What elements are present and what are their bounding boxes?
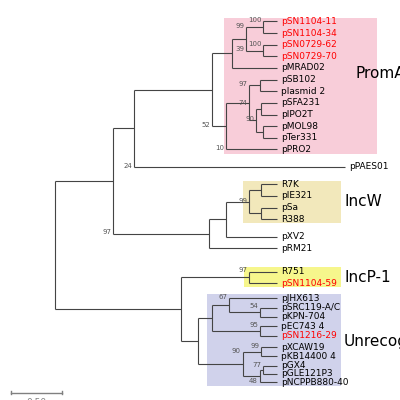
Text: pGLE121P3: pGLE121P3	[281, 369, 332, 378]
Text: pPRO2: pPRO2	[281, 145, 311, 154]
Text: 52: 52	[202, 122, 210, 128]
Text: 99: 99	[235, 23, 244, 29]
Text: pSN1104-59: pSN1104-59	[281, 279, 337, 288]
Text: PromA: PromA	[355, 66, 400, 81]
Text: 48: 48	[249, 378, 258, 384]
Text: 100: 100	[248, 17, 261, 23]
Text: pIE321: pIE321	[281, 192, 312, 200]
Text: 0.50: 0.50	[26, 398, 46, 400]
Bar	[244, 268, 342, 287]
Text: 99: 99	[251, 343, 260, 349]
Text: 97: 97	[102, 229, 111, 235]
Text: pSN1104-11: pSN1104-11	[281, 17, 337, 26]
Text: 77: 77	[252, 362, 261, 368]
Text: pXCAW19: pXCAW19	[281, 343, 324, 352]
Text: pSN0729-70: pSN0729-70	[281, 52, 337, 61]
Text: pMRAD02: pMRAD02	[281, 64, 324, 72]
Text: 100: 100	[248, 40, 261, 46]
Text: pSN0729-62: pSN0729-62	[281, 40, 336, 49]
Text: 74: 74	[239, 100, 248, 106]
Text: IncP-1: IncP-1	[345, 270, 392, 285]
Text: pSB102: pSB102	[281, 75, 316, 84]
Text: pNCPPB880-40: pNCPPB880-40	[281, 378, 348, 386]
Text: pEC743 4: pEC743 4	[281, 322, 324, 331]
Text: pSRC119-A/C: pSRC119-A/C	[281, 303, 340, 312]
Text: pSN1216-29: pSN1216-29	[281, 331, 336, 340]
Text: 54: 54	[249, 304, 258, 310]
Text: R7K: R7K	[281, 180, 299, 189]
Text: pXV2: pXV2	[281, 232, 304, 241]
Text: 90: 90	[246, 116, 254, 122]
Text: pSa: pSa	[281, 203, 298, 212]
Text: pIPO2T: pIPO2T	[281, 110, 312, 119]
Text: pSN1104-34: pSN1104-34	[281, 28, 336, 38]
Text: Unrecognized: Unrecognized	[343, 334, 400, 349]
Text: 39: 39	[235, 46, 244, 52]
Text: pSFA231: pSFA231	[281, 98, 320, 107]
Text: 67: 67	[218, 294, 227, 300]
Bar	[243, 181, 342, 223]
Text: 95: 95	[249, 322, 258, 328]
Text: pPAES01: pPAES01	[349, 162, 388, 171]
Text: 99: 99	[239, 198, 248, 204]
Text: pKB14400 4: pKB14400 4	[281, 352, 336, 361]
Text: 97: 97	[239, 267, 248, 273]
Text: 10: 10	[215, 145, 224, 151]
Bar	[207, 294, 342, 386]
Text: R751: R751	[281, 267, 304, 276]
Bar	[224, 18, 377, 154]
Text: R388: R388	[281, 215, 304, 224]
Text: pTer331: pTer331	[281, 133, 317, 142]
Text: pMOL98: pMOL98	[281, 122, 318, 131]
Text: pRM21: pRM21	[281, 244, 312, 253]
Text: IncW: IncW	[345, 194, 383, 209]
Text: 24: 24	[123, 163, 132, 169]
Text: pKPN-704: pKPN-704	[281, 312, 325, 322]
Text: 90: 90	[232, 348, 241, 354]
Text: pGX4: pGX4	[281, 361, 305, 370]
Text: 97: 97	[239, 81, 248, 87]
Text: plasmid 2: plasmid 2	[281, 87, 325, 96]
Text: pJHX613: pJHX613	[281, 294, 319, 303]
